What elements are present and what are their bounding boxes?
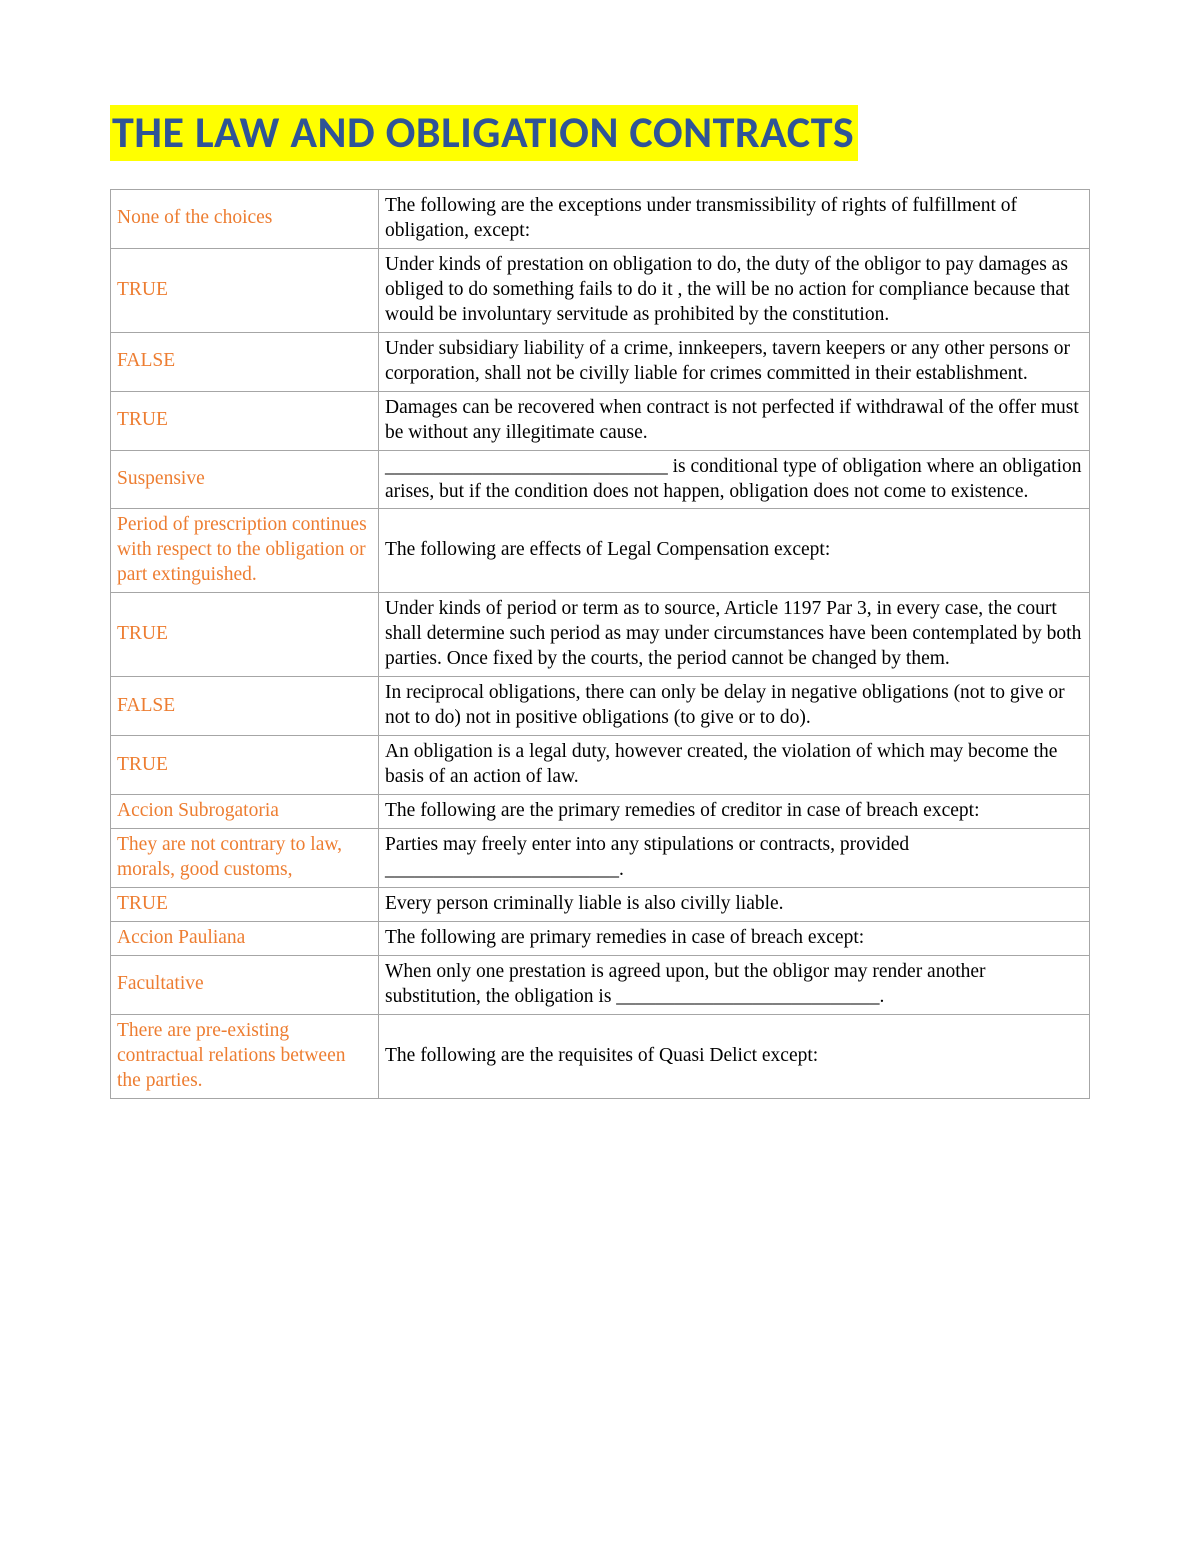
table-row: There are pre-existing contractual relat… bbox=[111, 1014, 1090, 1098]
question-cell: Under kinds of period or term as to sour… bbox=[379, 593, 1090, 677]
question-cell: Under kinds of prestation on obligation … bbox=[379, 248, 1090, 332]
question-cell: Parties may freely enter into any stipul… bbox=[379, 828, 1090, 887]
question-cell: The following are the exceptions under t… bbox=[379, 190, 1090, 249]
question-cell: The following are the requisites of Quas… bbox=[379, 1014, 1090, 1098]
table-row: Accion PaulianaThe following are primary… bbox=[111, 921, 1090, 955]
qa-table: None of the choicesThe following are the… bbox=[110, 189, 1090, 1099]
answer-cell: TRUE bbox=[111, 248, 379, 332]
table-row: Period of prescription continues with re… bbox=[111, 509, 1090, 593]
table-row: None of the choicesThe following are the… bbox=[111, 190, 1090, 249]
answer-cell: None of the choices bbox=[111, 190, 379, 249]
question-cell: The following are primary remedies in ca… bbox=[379, 921, 1090, 955]
table-row: TRUEUnder kinds of period or term as to … bbox=[111, 593, 1090, 677]
question-cell: The following are effects of Legal Compe… bbox=[379, 509, 1090, 593]
question-cell: _____________________________ is conditi… bbox=[379, 450, 1090, 509]
answer-cell: TRUE bbox=[111, 736, 379, 795]
table-row: TRUEAn obligation is a legal duty, howev… bbox=[111, 736, 1090, 795]
answer-cell: There are pre-existing contractual relat… bbox=[111, 1014, 379, 1098]
question-cell: Damages can be recovered when contract i… bbox=[379, 391, 1090, 450]
question-cell: An obligation is a legal duty, however c… bbox=[379, 736, 1090, 795]
answer-cell: Accion Pauliana bbox=[111, 921, 379, 955]
question-cell: Every person criminally liable is also c… bbox=[379, 887, 1090, 921]
table-row: FALSEIn reciprocal obligations, there ca… bbox=[111, 677, 1090, 736]
answer-cell: FALSE bbox=[111, 332, 379, 391]
table-row: TRUEEvery person criminally liable is al… bbox=[111, 887, 1090, 921]
table-row: TRUEUnder kinds of prestation on obligat… bbox=[111, 248, 1090, 332]
question-cell: In reciprocal obligations, there can onl… bbox=[379, 677, 1090, 736]
answer-cell: TRUE bbox=[111, 887, 379, 921]
page-title: THE LAW AND OBLIGATION CONTRACTS bbox=[110, 105, 858, 161]
answer-cell: TRUE bbox=[111, 593, 379, 677]
table-row: FALSEUnder subsidiary liability of a cri… bbox=[111, 332, 1090, 391]
answer-cell: Accion Subrogatoria bbox=[111, 795, 379, 829]
answer-cell: TRUE bbox=[111, 391, 379, 450]
table-row: Suspensive_____________________________ … bbox=[111, 450, 1090, 509]
question-cell: When only one prestation is agreed upon,… bbox=[379, 955, 1090, 1014]
answer-cell: Suspensive bbox=[111, 450, 379, 509]
table-row: They are not contrary to law, morals, go… bbox=[111, 828, 1090, 887]
document-page: THE LAW AND OBLIGATION CONTRACTS None of… bbox=[0, 0, 1200, 1553]
table-row: TRUEDamages can be recovered when contra… bbox=[111, 391, 1090, 450]
table-row: Accion SubrogatoriaThe following are the… bbox=[111, 795, 1090, 829]
answer-cell: They are not contrary to law, morals, go… bbox=[111, 828, 379, 887]
question-cell: The following are the primary remedies o… bbox=[379, 795, 1090, 829]
table-row: FacultativeWhen only one prestation is a… bbox=[111, 955, 1090, 1014]
question-cell: Under subsidiary liability of a crime, i… bbox=[379, 332, 1090, 391]
qa-table-body: None of the choicesThe following are the… bbox=[111, 190, 1090, 1099]
answer-cell: Facultative bbox=[111, 955, 379, 1014]
answer-cell: FALSE bbox=[111, 677, 379, 736]
answer-cell: Period of prescription continues with re… bbox=[111, 509, 379, 593]
